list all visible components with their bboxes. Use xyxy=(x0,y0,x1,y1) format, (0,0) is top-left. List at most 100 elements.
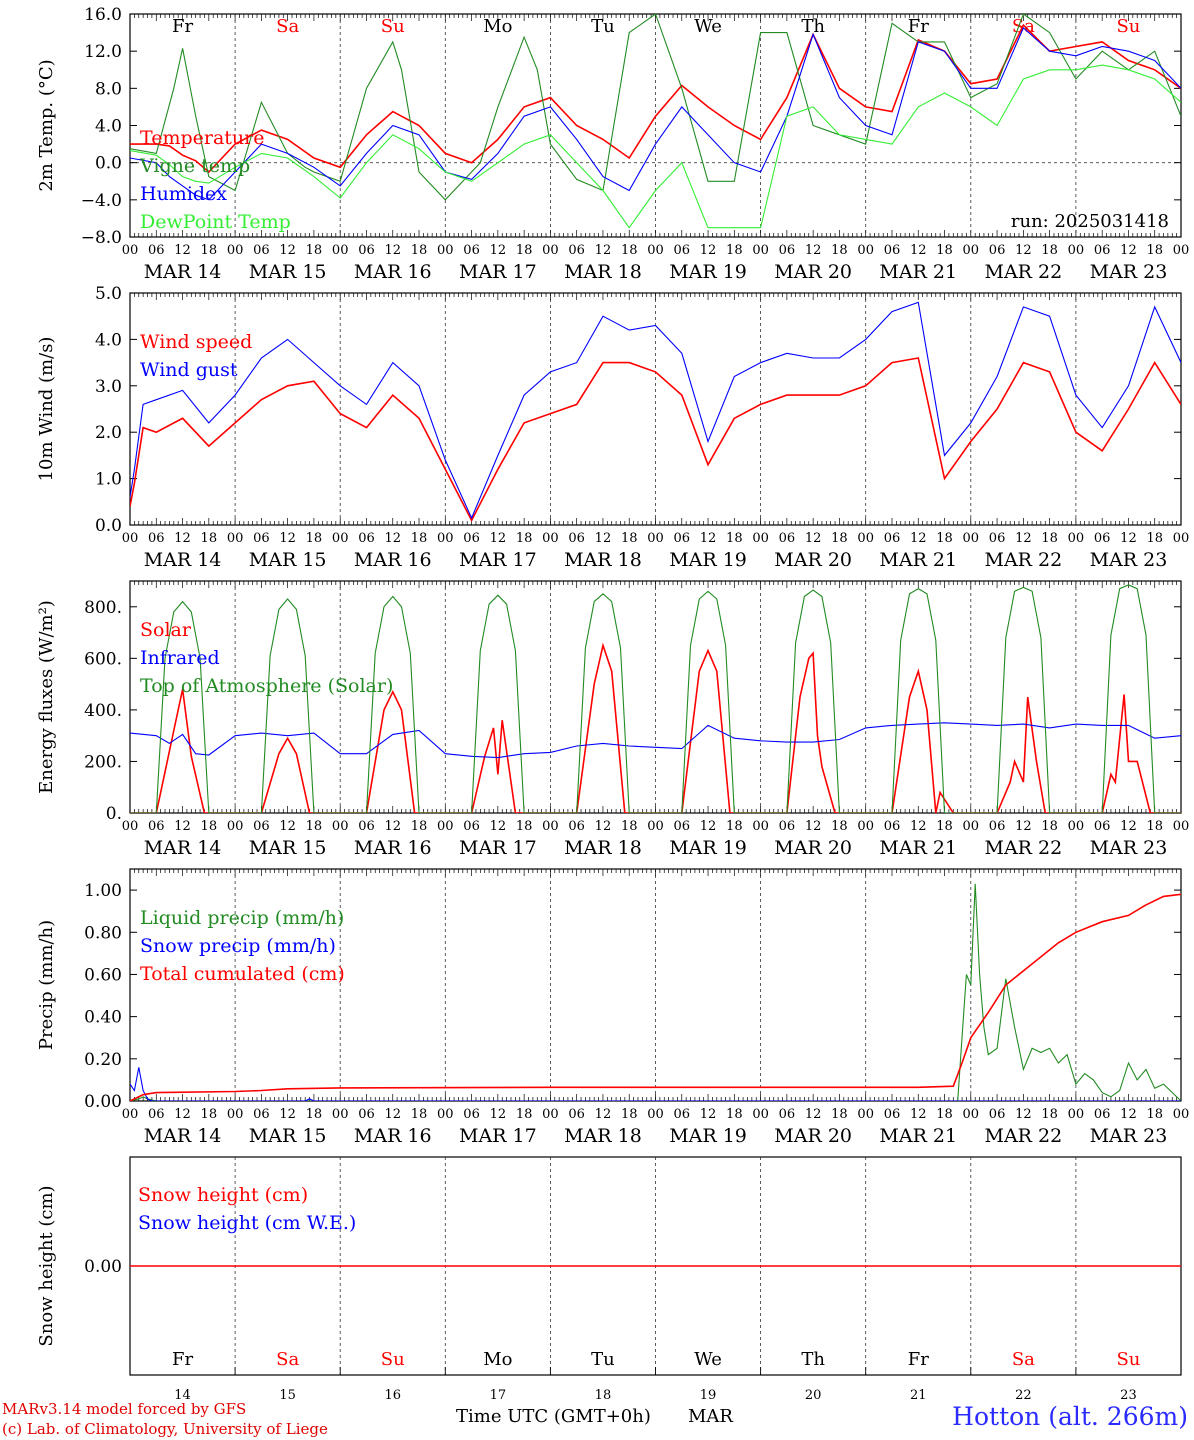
legend-entry: Wind gust xyxy=(140,359,238,381)
x-hour-label: 06 xyxy=(674,243,691,258)
day-of-week-label: Su xyxy=(1116,16,1140,37)
x-hour-label: 00 xyxy=(1173,243,1190,258)
x-hour-label: 00 xyxy=(963,531,980,546)
x-hour-label: 12 xyxy=(700,1107,717,1122)
x-hour-label: 18 xyxy=(831,531,848,546)
x-date-label: MAR 22 xyxy=(984,549,1062,571)
x-hour-label: 12 xyxy=(700,819,717,834)
legend-entry: Top of Atmosphere (Solar) xyxy=(140,675,393,697)
x-hour-label: 06 xyxy=(884,243,901,258)
day-of-week-label: Fr xyxy=(908,1349,929,1370)
day-number-label: 23 xyxy=(1120,1388,1137,1403)
x-hour-label: 18 xyxy=(201,243,218,258)
legend-entry: Solar xyxy=(140,619,192,641)
x-hour-label: 12 xyxy=(384,819,401,834)
y-tick-label: 0.0 xyxy=(95,154,122,174)
x-hour-label: 12 xyxy=(1015,243,1032,258)
x-hour-label: 18 xyxy=(306,243,323,258)
legend-entry: Wind speed xyxy=(140,331,252,353)
x-hour-label: 12 xyxy=(700,243,717,258)
x-hour-label: 00 xyxy=(1173,531,1190,546)
x-hour-label: 18 xyxy=(1146,819,1163,834)
x-date-label: MAR 19 xyxy=(669,549,747,571)
x-hour-label: 18 xyxy=(1041,243,1058,258)
day-of-week-label: Tu xyxy=(591,1349,615,1370)
x-date-label: MAR 15 xyxy=(249,837,327,859)
x-hour-label: 12 xyxy=(279,819,296,834)
y-tick-label: 800. xyxy=(84,598,122,618)
series-line-infrared xyxy=(130,722,1181,759)
series-line-solar xyxy=(130,642,1181,813)
x-hour-label: 06 xyxy=(674,1107,691,1122)
x-hour-label: 12 xyxy=(490,1107,507,1122)
x-hour-label: 18 xyxy=(726,531,743,546)
series-line-dewpoint-temp xyxy=(130,64,1181,229)
x-hour-label: 12 xyxy=(805,819,822,834)
x-date-label: MAR 18 xyxy=(564,837,642,859)
x-hour-label: 00 xyxy=(963,819,980,834)
x-date-label: MAR 17 xyxy=(459,261,537,283)
y-tick-label: 1.0 xyxy=(95,470,122,490)
x-hour-label: 06 xyxy=(148,1107,165,1122)
x-hour-label: 00 xyxy=(647,819,664,834)
x-hour-label: 12 xyxy=(805,243,822,258)
x-hour-label: 12 xyxy=(910,243,927,258)
x-hour-label: 12 xyxy=(490,243,507,258)
x-hour-label: 18 xyxy=(306,819,323,834)
x-hour-label: 12 xyxy=(805,531,822,546)
y-tick-label: 2.0 xyxy=(95,423,122,443)
x-date-label: MAR 23 xyxy=(1090,1125,1168,1147)
day-of-week-label: Mo xyxy=(483,1349,512,1370)
x-hour-label: 00 xyxy=(227,243,244,258)
x-date-label: MAR 19 xyxy=(669,837,747,859)
x-hour-label: 18 xyxy=(411,1107,428,1122)
x-hour-label: 00 xyxy=(332,819,349,834)
y-tick-label: 400. xyxy=(84,701,122,721)
x-hour-label: 06 xyxy=(358,819,375,834)
x-hour-label: 06 xyxy=(989,1107,1006,1122)
x-hour-label: 12 xyxy=(490,819,507,834)
y-tick-label: 0.20 xyxy=(84,1050,122,1070)
day-of-week-label: Su xyxy=(381,16,405,37)
x-hour-label: 18 xyxy=(201,531,218,546)
x-date-label: MAR 18 xyxy=(564,549,642,571)
x-hour-label: 06 xyxy=(989,819,1006,834)
x-hour-label: 12 xyxy=(384,531,401,546)
x-date-label: MAR 18 xyxy=(564,261,642,283)
legend-entry: Snow height (cm W.E.) xyxy=(138,1212,356,1234)
series-line-vigne-temp xyxy=(130,14,1181,201)
legend-entry: Humidex xyxy=(140,183,227,205)
x-hour-label: 06 xyxy=(463,531,480,546)
x-date-label: MAR 21 xyxy=(879,549,957,571)
x-date-label: MAR 20 xyxy=(774,549,852,571)
y-tick-label: 4.0 xyxy=(95,117,122,137)
x-hour-label: 18 xyxy=(1041,531,1058,546)
x-hour-label: 00 xyxy=(542,531,559,546)
x-hour-label: 06 xyxy=(884,531,901,546)
day-number-label: 21 xyxy=(910,1388,927,1403)
y-tick-label: 0.00 xyxy=(84,1257,122,1277)
x-date-label: MAR 19 xyxy=(669,1125,747,1147)
day-of-week-label: Fr xyxy=(172,1349,193,1370)
x-date-label: MAR 17 xyxy=(459,549,537,571)
x-hour-label: 18 xyxy=(201,819,218,834)
legend-entry: Total cumulated (cm) xyxy=(140,963,345,985)
x-hour-label: 00 xyxy=(227,819,244,834)
x-hour-label: 06 xyxy=(253,819,270,834)
x-date-label: MAR 14 xyxy=(144,549,222,571)
x-hour-label: 12 xyxy=(1120,819,1137,834)
x-hour-label: 18 xyxy=(201,1107,218,1122)
legend-entry: Snow height (cm) xyxy=(138,1184,308,1206)
y-axis-label: Precip (mm/h) xyxy=(36,920,57,1050)
x-hour-label: 06 xyxy=(568,531,585,546)
y-tick-label: 0.40 xyxy=(84,1008,122,1028)
x-date-label: MAR 16 xyxy=(354,261,432,283)
day-of-week-label: Sa xyxy=(276,16,299,37)
x-hour-label: 18 xyxy=(411,531,428,546)
x-hour-label: 18 xyxy=(516,1107,533,1122)
credit-model: MARv3.14 model forced by GFS xyxy=(2,1400,247,1418)
day-of-week-label: We xyxy=(694,16,722,37)
x-hour-label: 00 xyxy=(1068,1107,1085,1122)
credit-lab: (c) Lab. of Climatology, University of L… xyxy=(2,1420,328,1438)
panel-1-frame xyxy=(129,13,1182,238)
